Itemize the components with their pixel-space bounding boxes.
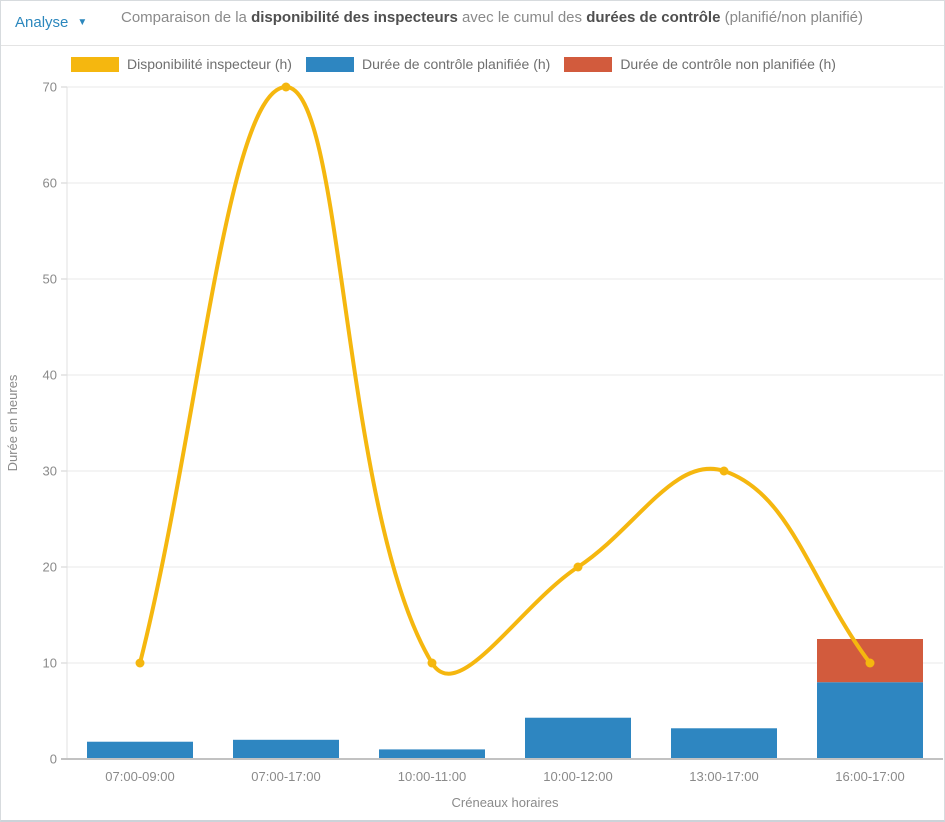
title-segment: (planifié/non planifié) [720, 9, 863, 26]
y-axis-tick-label: 40 [43, 368, 57, 383]
legend-item[interactable]: Disponibilité inspecteur (h) [71, 56, 292, 72]
y-axis-tick-label: 60 [43, 176, 57, 191]
line-point[interactable] [135, 658, 145, 668]
y-axis-tick-label: 10 [43, 656, 57, 671]
analyse-dropdown-label: Analyse [15, 14, 69, 31]
bar-planned[interactable] [379, 749, 485, 759]
y-axis-title: Durée en heures [5, 374, 20, 471]
line-point[interactable] [865, 658, 875, 668]
line-point[interactable] [573, 562, 583, 572]
line-point[interactable] [719, 466, 729, 476]
legend-label: Durée de contrôle planifiée (h) [361, 56, 551, 72]
bar-planned[interactable] [671, 728, 777, 759]
legend-swatch [305, 56, 354, 72]
availability-line[interactable] [138, 85, 872, 676]
x-axis-tick-label: 16:00-17:00 [835, 769, 904, 784]
chart-canvas: 0 10 20 30 40 50 60 70 07:00-09:00 07:00-17:00 10:… [5, 80, 943, 810]
bar-planned[interactable] [87, 741, 193, 759]
x-axis-tick-label: 13:00-17:00 [689, 769, 758, 784]
chart-area: Disponibilité inspecteur (h) Durée de con… [1, 46, 944, 820]
legend-swatch [564, 56, 613, 72]
legend-label: Durée de contrôle non planifiée (h) [620, 56, 836, 72]
y-axis-tick-label: 50 [43, 272, 57, 287]
title-segment-bold: disponibilité des inspecteurs [251, 9, 458, 26]
x-axis-tick-label: 10:00-11:00 [398, 769, 466, 784]
x-axis-title: Créneaux horaires [452, 795, 559, 810]
x-axis-tick-label: 07:00-17:00 [251, 769, 320, 784]
legend-swatch [71, 56, 119, 72]
bar-planned[interactable] [525, 717, 631, 759]
bar-planned[interactable] [817, 682, 923, 759]
bar-planned[interactable] [233, 739, 339, 759]
line-point[interactable] [281, 82, 291, 92]
x-axis-tick-label: 10:00-12:00 [543, 769, 612, 784]
y-axis-tick-label: 30 [43, 464, 57, 479]
legend-item[interactable]: Durée de contrôle non planifiée (h) [564, 56, 836, 72]
chevron-down-icon: ▼ [77, 16, 88, 28]
panel-header: Analyse ▼ Comparaison de la disponibilit… [1, 1, 944, 46]
y-axis-tick-label: 20 [43, 560, 57, 575]
chart-title: Comparaison de la disponibilité des insp… [107, 1, 944, 33]
y-axis-tick-label: 0 [50, 752, 57, 767]
y-axis-tick-label: 70 [43, 80, 57, 95]
title-segment: avec le cumul des [457, 9, 587, 26]
title-segment: Comparaison de la [121, 9, 252, 26]
line-point[interactable] [427, 658, 437, 668]
x-axis-tick-label: 07:00-09:00 [105, 769, 174, 784]
analyse-dropdown[interactable]: Analyse ▼ [1, 1, 107, 31]
legend-item[interactable]: Durée de contrôle planifiée (h) [305, 56, 551, 72]
title-segment-bold: durées de contrôle [586, 9, 721, 26]
legend-label: Disponibilité inspecteur (h) [127, 56, 292, 72]
chart-legend: Disponibilité inspecteur (h) Durée de con… [71, 56, 836, 72]
